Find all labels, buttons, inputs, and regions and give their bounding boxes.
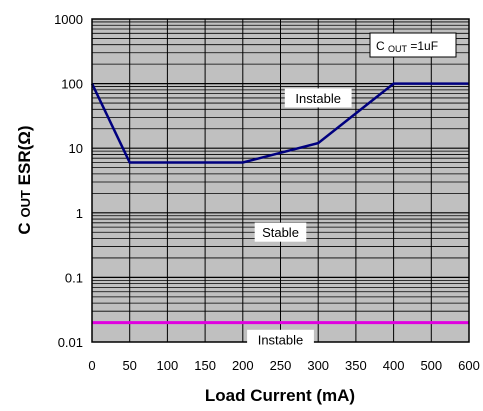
esr-boundary-line xyxy=(90,82,469,164)
y-tick-label: 100 xyxy=(61,77,83,92)
x-tick-label: 0 xyxy=(88,358,95,373)
x-tick-label: 200 xyxy=(232,358,254,373)
annotation-label: Instable xyxy=(258,332,304,347)
y-tick-label: 10 xyxy=(69,141,83,156)
x-tick-label: 300 xyxy=(307,358,329,373)
annotation-box xyxy=(254,222,307,242)
y-tick-labels: 0.01 0.1 1 10 100 1000 xyxy=(54,12,83,350)
x-tick-label: 500 xyxy=(420,358,442,373)
legend-box-sub: OUT xyxy=(388,44,408,54)
legend-box-main: C xyxy=(376,39,385,53)
annotation-box xyxy=(284,88,352,108)
x-tick-label: 250 xyxy=(270,358,292,373)
legend-box-text: C OUT =1uF xyxy=(376,39,438,55)
y-axis-title-main: C xyxy=(15,222,34,234)
legend-box: C OUT =1uF xyxy=(369,32,457,58)
annotation-label: Stable xyxy=(262,225,299,240)
y-tick-label: 1000 xyxy=(54,12,83,27)
series-layer xyxy=(90,82,469,325)
y-tick-label: 0.01 xyxy=(58,335,83,350)
x-tick-label: 150 xyxy=(194,358,216,373)
x-tick-labels: 0 50 100 150 200 250 300 350 400 500 600 xyxy=(88,358,479,373)
annotation-instable-0: Instable xyxy=(284,88,352,108)
x-axis-title: Load Current (mA) xyxy=(205,386,355,405)
legend-box-frame xyxy=(369,32,457,58)
legend-box-tail: =1uF xyxy=(410,39,438,53)
x-tick-label: 600 xyxy=(458,358,480,373)
annotation-instable-2: Instable xyxy=(247,329,314,349)
annotation-label: Instable xyxy=(295,91,341,106)
annotation-layer: Instable Stable Instable xyxy=(247,88,352,349)
y-axis-title-tail: ESR(Ω) xyxy=(15,125,34,185)
annotation-stable-1: Stable xyxy=(254,222,307,242)
y-tick-label: 0.1 xyxy=(65,270,83,285)
annotation-box xyxy=(247,329,314,349)
x-tick-label: 350 xyxy=(345,358,367,373)
x-tick-label: 50 xyxy=(122,358,136,373)
y-tick-label: 1 xyxy=(76,206,83,221)
y-axis-title: C OUT ESR(Ω) xyxy=(15,125,34,234)
x-tick-label: 400 xyxy=(383,358,405,373)
y-axis-title-sub: OUT xyxy=(18,190,33,218)
x-tick-label: 100 xyxy=(157,358,179,373)
